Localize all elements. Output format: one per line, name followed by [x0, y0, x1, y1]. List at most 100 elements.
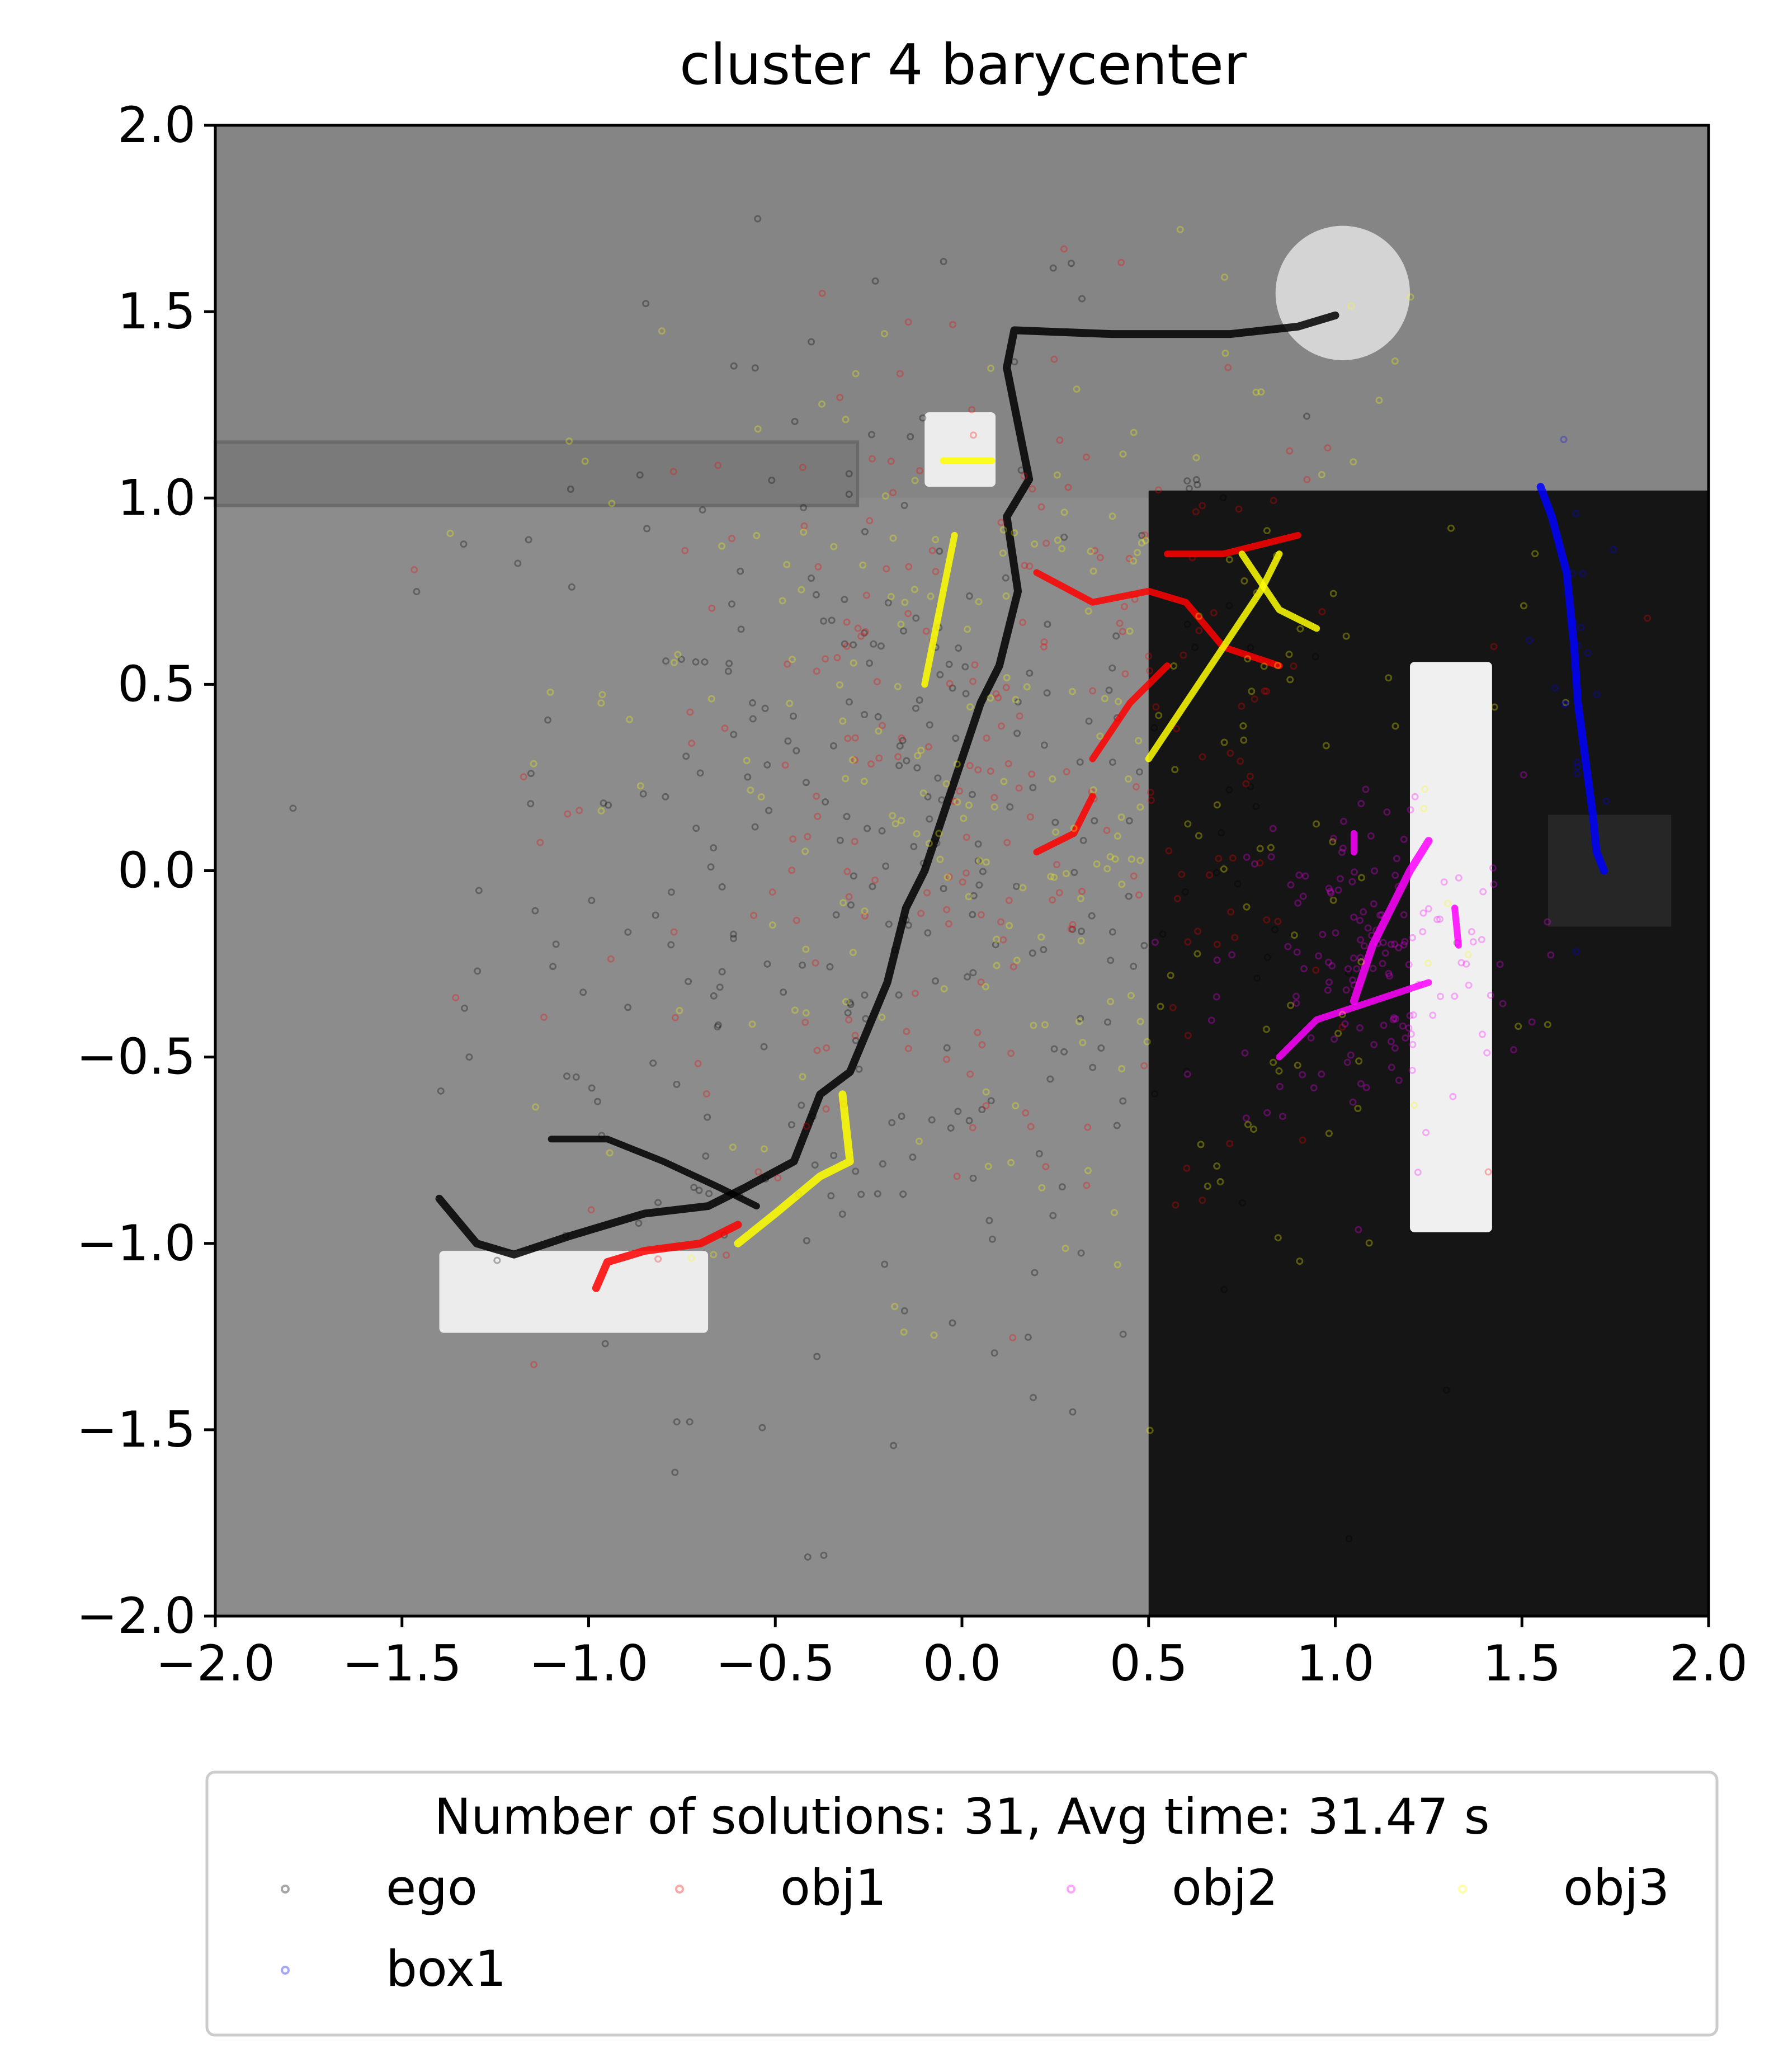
- ego-point: [1006, 803, 1014, 811]
- obj2-point: [1279, 1113, 1286, 1120]
- obj1-point: [1091, 547, 1099, 554]
- obj3-point: [1290, 931, 1298, 939]
- obj2-point: [1349, 976, 1357, 984]
- ego-point: [1026, 669, 1034, 677]
- ego-point: [1135, 768, 1143, 776]
- ego-point: [843, 813, 851, 821]
- obj3-point: [1073, 385, 1081, 393]
- obj3-point: [993, 935, 1001, 943]
- obj2-point: [1424, 905, 1432, 913]
- obj1-point: [708, 604, 716, 612]
- obj1-point: [963, 869, 970, 877]
- obj1-point: [1246, 773, 1254, 780]
- obj1-point: [959, 878, 966, 886]
- obj1-point: [963, 833, 970, 841]
- obj3-point: [1176, 225, 1184, 233]
- ego-point: [874, 1190, 881, 1198]
- obj1-point: [969, 677, 977, 685]
- obj2-point: [1318, 1070, 1325, 1078]
- obj3-point: [674, 651, 682, 658]
- ego-point: [725, 660, 733, 667]
- obj3-point: [965, 801, 973, 809]
- obj3-point: [1070, 825, 1078, 832]
- obj2-point: [1334, 886, 1342, 894]
- obj3-point: [1142, 536, 1150, 544]
- obj1-point: [844, 734, 852, 742]
- ego-point: [990, 1349, 998, 1357]
- obj1-point: [971, 661, 979, 668]
- box1-point: [1526, 637, 1534, 644]
- obj3-point: [565, 437, 573, 445]
- obj1-point: [1274, 917, 1282, 925]
- obj1-point: [997, 519, 1005, 526]
- obj2-point: [1284, 943, 1292, 950]
- obj3-point: [1252, 388, 1260, 396]
- obj3-point: [1011, 529, 1018, 536]
- obj3-point: [1444, 900, 1452, 907]
- ego-point: [1213, 869, 1220, 877]
- obj1-point: [896, 370, 904, 378]
- ego-point: [924, 929, 932, 937]
- obj2-point: [1449, 1092, 1457, 1100]
- ego-point: [799, 961, 806, 969]
- obj2-point: [1389, 1016, 1397, 1024]
- ego-point: [828, 616, 836, 624]
- ego-point: [1140, 941, 1148, 949]
- obj2-point: [1360, 908, 1367, 916]
- obj1-point: [1029, 485, 1036, 493]
- obj3-point: [1225, 555, 1233, 563]
- ego-point: [808, 338, 815, 346]
- ego-point: [1253, 974, 1261, 982]
- ego-point: [1345, 1535, 1353, 1543]
- obj2-point: [1469, 938, 1477, 946]
- obj1-point: [1256, 859, 1264, 867]
- obj1-point: [1021, 562, 1029, 569]
- ego-point: [1263, 953, 1271, 961]
- obj3-point: [900, 1328, 908, 1336]
- ego-point: [572, 1073, 580, 1081]
- obj2-point: [1294, 899, 1302, 907]
- ego-point: [940, 258, 947, 266]
- obj2-point: [1379, 939, 1387, 946]
- obj2-point: [1357, 954, 1365, 962]
- ego-point: [1108, 664, 1116, 672]
- ego-point: [718, 968, 726, 976]
- obj2-point: [1440, 878, 1448, 886]
- obj3-point: [1240, 736, 1248, 744]
- obj1-point: [997, 918, 1005, 926]
- ego-trajectory: [435, 311, 1339, 1259]
- obj3-point: [1318, 471, 1325, 479]
- obj2-point: [1344, 965, 1352, 973]
- ego-point: [601, 1340, 609, 1348]
- obj3-point: [976, 857, 984, 865]
- ego-point: [1234, 880, 1242, 888]
- ego-point: [1119, 1330, 1127, 1338]
- obj3-point: [1350, 458, 1357, 466]
- obj2-point: [1414, 1169, 1422, 1176]
- ego-point: [888, 1119, 896, 1127]
- ego-point: [705, 1190, 713, 1198]
- ego-point: [549, 963, 557, 971]
- obj3-point: [729, 1143, 737, 1151]
- obj3-point: [982, 1088, 990, 1096]
- obj3-point: [1013, 957, 1021, 964]
- obj1-point: [887, 458, 895, 465]
- obj3-point: [982, 858, 990, 866]
- obj3-point: [842, 775, 850, 783]
- ego-point: [802, 779, 810, 787]
- ego-point: [812, 591, 820, 599]
- obj1-point: [768, 888, 776, 896]
- obj1-point: [587, 1206, 595, 1214]
- ego-point: [965, 1117, 973, 1124]
- ego-point: [969, 1174, 977, 1182]
- ego-point: [1150, 724, 1158, 732]
- obj3-point: [670, 658, 678, 666]
- ego-point: [1050, 1045, 1058, 1053]
- obj1-point: [1206, 871, 1214, 879]
- obj1-point: [945, 920, 952, 928]
- obj3-point: [1103, 865, 1111, 873]
- obj3-point: [1062, 1245, 1069, 1252]
- obj2-point: [1324, 986, 1332, 994]
- ego-point: [1002, 574, 1009, 582]
- obj3-point: [859, 561, 867, 569]
